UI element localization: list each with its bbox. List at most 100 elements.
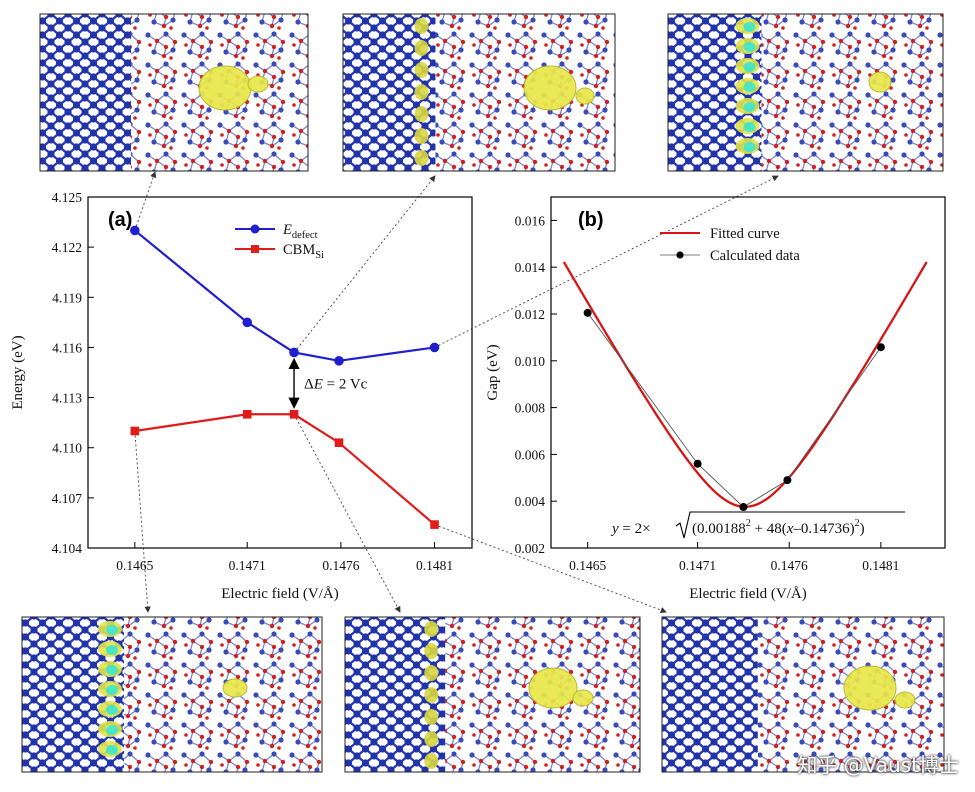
interface-isosurface: [414, 84, 429, 100]
interface-isosurface: [424, 687, 439, 703]
structure-thumbnail-5: [344, 616, 641, 773]
interface-isosurface: [424, 709, 439, 725]
x-tick-label: 0.1476: [322, 558, 359, 573]
panel-a-ticks: 4.104 4.107 4.110 4.113 4.116 4.119 4.122 4.125…: [52, 190, 453, 573]
defect-isosurface: [528, 667, 578, 709]
y-tick-label: 0.008: [515, 401, 546, 416]
y-tick-label: 0.016: [515, 213, 546, 228]
y-tick-label: 4.119: [52, 290, 82, 305]
equation-lhs: y = 2×: [610, 521, 651, 537]
calculated-data-point: [876, 343, 885, 352]
interface-isosurface-core: [743, 102, 756, 112]
y-tick-label: 4.113: [52, 391, 82, 406]
y-tick-label: 0.002: [515, 541, 545, 556]
interface-isosurface: [424, 753, 439, 769]
y-tick-label: 0.006: [515, 447, 546, 462]
interface-isosurface: [424, 665, 439, 681]
equation-close: ): [860, 521, 865, 537]
equation-a: (0.00188: [692, 521, 746, 537]
y-tick-label: 4.104: [52, 541, 83, 556]
interface-isosurface-core: [743, 62, 756, 72]
interface-isosurface: [424, 731, 439, 747]
calculated-data-line: [587, 312, 882, 508]
panel-b-series: [562, 261, 928, 512]
equation-mid: + 48(: [751, 521, 787, 537]
defect-isosurface: [572, 689, 594, 707]
delta-e-var: E: [313, 376, 323, 392]
calculated-data-point: [783, 476, 792, 485]
data-point-defect: [429, 342, 440, 353]
interface-isosurface-core: [743, 42, 756, 52]
data-point-defect: [334, 356, 344, 366]
connector-cbm-5: [434, 524, 667, 614]
panel-a-frame: [87, 196, 473, 549]
interface-isosurface: [414, 128, 429, 144]
legend-fitted-label: Fitted curve: [710, 226, 780, 242]
defect-isosurface: [247, 75, 269, 93]
equation-sqrt-sign: [675, 511, 905, 539]
panel-b-x-axis-label: Electric field (V/Å): [689, 586, 806, 602]
interface-isosurface-core: [106, 665, 118, 675]
y-tick-label: 4.122: [52, 240, 82, 255]
structure-thumbnail-1: [39, 13, 309, 172]
y-tick-label: 0.012: [515, 307, 545, 322]
legend-defect-marker: [250, 224, 260, 234]
x-tick-label: 0.1471: [229, 558, 266, 573]
data-point-defect: [289, 347, 299, 358]
panel-a-y-axis-label: Energy (eV): [10, 335, 26, 409]
x-tick-label: 0.1465: [569, 558, 606, 573]
interface-isosurface-core: [106, 705, 118, 715]
legend-defect-sub: defect: [292, 230, 318, 241]
defect-isosurface: [843, 665, 897, 711]
interface-isosurface-core: [106, 685, 118, 695]
interface-isosurface: [414, 106, 429, 122]
fitted-curve: [562, 261, 928, 508]
legend-cbm-marker: [251, 245, 259, 253]
x-tick-label: 0.1481: [416, 558, 453, 573]
panel-a-x-axis-label: Electric field (V/Å): [221, 586, 338, 602]
thumbnail-frame: [667, 13, 944, 172]
data-point-cbm: [430, 520, 439, 529]
x-tick-label: 0.1481: [862, 558, 899, 573]
panel-a-series: [130, 225, 440, 529]
y-tick-label: 4.107: [52, 491, 83, 506]
equation-exp2: 2: [855, 518, 860, 529]
interface-isosurface: [414, 18, 429, 34]
legend-calculated-label: Calculated data: [710, 248, 800, 264]
y-tick-label: 0.010: [515, 354, 546, 369]
crystal-si-region: [662, 617, 758, 772]
interface-isosurface-core: [106, 725, 118, 735]
calculated-data-point: [739, 503, 748, 512]
panel-b-frame: [550, 196, 946, 549]
data-point-defect: [130, 225, 140, 236]
delta-e-annotation: ΔE = 2 Vc: [304, 376, 368, 392]
panel-b-label: (b): [578, 209, 604, 231]
defect-isosurface: [894, 691, 916, 709]
defect-isosurface: [222, 678, 248, 698]
legend-defect-label: Edefect: [282, 222, 318, 241]
structure-thumbnail-4: [21, 616, 323, 773]
x-tick-label: 0.1476: [771, 558, 808, 573]
panel-b-y-axis-label: Gap (eV): [485, 344, 501, 400]
amorphous-oxide-region: [761, 14, 943, 171]
equation-exp1: 2: [746, 518, 751, 529]
equation-shift: –0.14736): [792, 521, 854, 537]
thumbnail-frame: [21, 616, 323, 773]
x-tick-label: 0.1471: [679, 558, 716, 573]
equation-y: y: [610, 521, 619, 537]
fit-equation: y = 2× (0.001882 + 48(x–0.14736)2): [610, 511, 905, 539]
y-tick-label: 4.125: [52, 190, 83, 205]
calculated-data-point: [583, 308, 592, 317]
interface-isosurface: [414, 62, 429, 78]
legend-calculated-marker: [676, 251, 684, 259]
interface-isosurface-core: [743, 22, 756, 32]
panel-b-chart: 0.002 0.004 0.006 0.008 0.010 0.012 0.014 0.016…: [485, 196, 946, 602]
interface-isosurface: [424, 621, 439, 637]
legend-cbm-sub: Si: [315, 250, 324, 261]
thumbnail-frame: [661, 616, 945, 773]
panel-b-legend: Fitted curve Calculated data: [660, 226, 800, 264]
equation-x: x: [786, 521, 794, 537]
interface-isosurface-core: [743, 82, 756, 92]
data-point-cbm: [289, 409, 299, 419]
